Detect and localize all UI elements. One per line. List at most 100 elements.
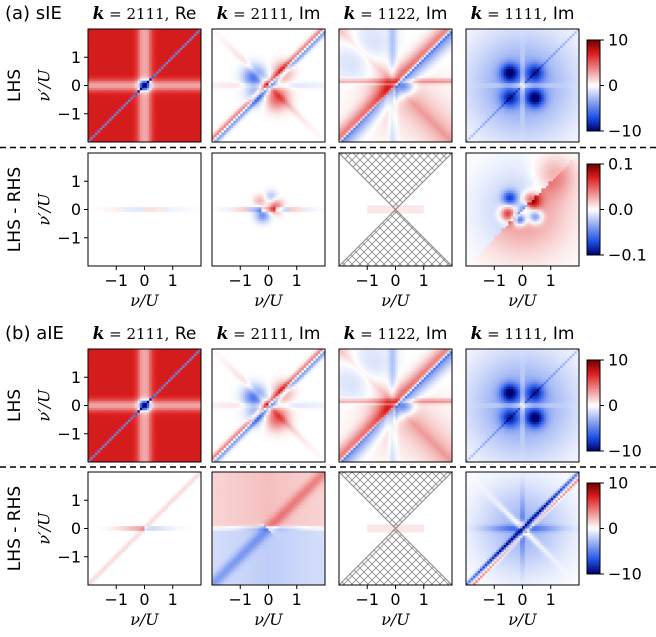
heatmap-cell-im2111 — [269, 53, 272, 56]
heatmap-cell-re2111 — [140, 64, 143, 67]
heatmap-cell-im2111 — [318, 41, 321, 44]
heatmap-cell-re2111 — [159, 90, 162, 93]
heatmap-cell-re2111 — [137, 50, 140, 53]
heatmap-cell-re2111 — [128, 67, 131, 70]
heatmap-cell-re2111 — [168, 50, 171, 53]
heatmap-cell-re2111 — [123, 55, 126, 58]
heatmap-cell-im2111 — [292, 41, 295, 44]
heatmap-cell-re2111 — [104, 114, 107, 117]
heatmap-cell-re2111 — [104, 95, 107, 98]
heatmap-cell-re2111 — [149, 64, 152, 67]
heatmap-cell-re2111 — [123, 71, 126, 74]
heatmap-cell-re2111 — [168, 114, 171, 117]
heatmap-cell-im2111 — [276, 53, 279, 56]
heatmap-cell-re2111 — [109, 71, 112, 74]
heatmap-cell-re2111 — [156, 123, 159, 126]
heatmap-cell-re2111 — [175, 123, 178, 126]
heatmap-cell-im2111 — [285, 50, 288, 53]
heatmap-cell-re2111 — [135, 83, 138, 86]
heatmap-cell-re2111 — [177, 31, 180, 34]
heatmap-cell-im2111 — [243, 34, 246, 37]
heatmap-cell-re2111 — [161, 102, 164, 105]
heatmap-cell-im2111 — [283, 55, 286, 58]
heatmap-cell-im2111 — [309, 31, 312, 34]
heatmap-cell-im2111 — [245, 38, 248, 41]
heatmap-cell-im2111 — [245, 55, 248, 58]
heatmap-cell-im2111 — [214, 60, 217, 63]
heatmap-cell-re2111 — [95, 97, 98, 100]
heatmap-cell-re2111 — [177, 116, 180, 119]
heatmap-cell-re2111 — [104, 86, 107, 89]
heatmap-cell-re2111 — [161, 78, 164, 81]
heatmap-cell-re2111 — [170, 31, 173, 34]
heatmap-cell-re2111 — [93, 31, 96, 34]
heatmap-cell-re2111 — [121, 123, 124, 126]
heatmap-cell-re2111 — [159, 104, 162, 107]
heatmap-cell-re2111 — [133, 130, 136, 133]
heatmap-cell-re2111 — [192, 74, 195, 77]
heatmap-cell-re2111 — [147, 128, 150, 131]
heatmap-cell-re2111 — [102, 135, 105, 138]
heatmap-cell-re2111 — [156, 83, 159, 86]
heatmap-cell-re2111 — [166, 45, 169, 48]
heatmap-cell-re2111 — [192, 133, 195, 136]
heatmap-cell-im2111 — [243, 41, 246, 44]
heatmap-cell-re2111 — [140, 137, 143, 140]
heatmap-cell-re2111 — [128, 55, 131, 58]
heatmap-cell-im2111 — [252, 43, 255, 46]
heatmap-cell-re2111 — [90, 126, 93, 129]
heatmap-cell-re2111 — [159, 67, 162, 70]
heatmap-cell-re2111 — [90, 114, 93, 117]
heatmap-cell-im2111 — [318, 38, 321, 41]
heatmap-cell-re2111 — [95, 88, 98, 91]
heatmap-cell-re2111 — [185, 81, 188, 84]
heatmap-cell-im2111 — [243, 60, 246, 63]
heatmap-cell-re2111 — [109, 36, 112, 39]
heatmap-cell-re2111 — [97, 93, 100, 96]
heatmap-cell-re2111 — [168, 130, 171, 133]
heatmap-cell-re2111 — [194, 38, 197, 41]
heatmap-cell-re2111 — [194, 135, 197, 138]
heatmap-cell-re2111 — [102, 64, 105, 67]
heatmap-cell-re2111 — [152, 74, 155, 77]
heatmap-cell-re2111 — [159, 83, 162, 86]
heatmap-cell-re2111 — [147, 118, 150, 121]
heatmap-cell-re2111 — [137, 130, 140, 133]
heatmap-cell-re2111 — [142, 107, 145, 110]
heatmap-cell-re2111 — [149, 83, 152, 86]
heatmap-cell-im2111 — [226, 53, 229, 56]
heatmap-cell-re2111 — [109, 95, 112, 98]
heatmap-cell-re2111 — [116, 97, 119, 100]
heatmap-cell-im2111 — [231, 38, 234, 41]
heatmap-cell-re2111 — [180, 116, 183, 119]
heatmap-cell-re2111 — [196, 50, 199, 53]
heatmap-cell-re2111 — [126, 133, 129, 136]
heatmap-cell-re2111 — [100, 48, 103, 51]
heatmap-cell-re2111 — [100, 104, 103, 107]
heatmap-cell-re2111 — [156, 76, 159, 79]
heatmap-cell-im2111 — [264, 31, 267, 34]
heatmap-cell-im2111 — [297, 43, 300, 46]
heatmap-cell-re2111 — [149, 57, 152, 60]
heatmap-cell-im2111 — [214, 38, 217, 41]
heatmap-cell-re2111 — [140, 86, 143, 89]
heatmap-cell-re2111 — [187, 102, 190, 105]
heatmap-cell-re2111 — [112, 81, 115, 84]
heatmap-cell-re2111 — [149, 100, 152, 103]
heatmap-cell-re2111 — [180, 111, 183, 114]
heatmap-cell-re2111 — [116, 95, 119, 98]
heatmap-cell-re2111 — [121, 137, 124, 140]
heatmap-cell-im2111 — [217, 31, 220, 34]
heatmap-cell-re2111 — [180, 81, 183, 84]
heatmap-cell-re2111 — [152, 88, 155, 91]
heatmap-cell-re2111 — [166, 81, 169, 84]
heatmap-cell-re2111 — [161, 126, 164, 129]
heatmap-cell-re2111 — [130, 45, 133, 48]
heatmap-cell-im2111 — [320, 48, 323, 51]
heatmap-cell-re2111 — [173, 90, 176, 93]
heatmap-cell-re2111 — [173, 53, 176, 56]
heatmap-cell-re2111 — [112, 100, 115, 103]
heatmap-cell-re2111 — [168, 128, 171, 131]
heatmap-cell-re2111 — [173, 100, 176, 103]
heatmap-cell-im2111 — [316, 36, 319, 39]
